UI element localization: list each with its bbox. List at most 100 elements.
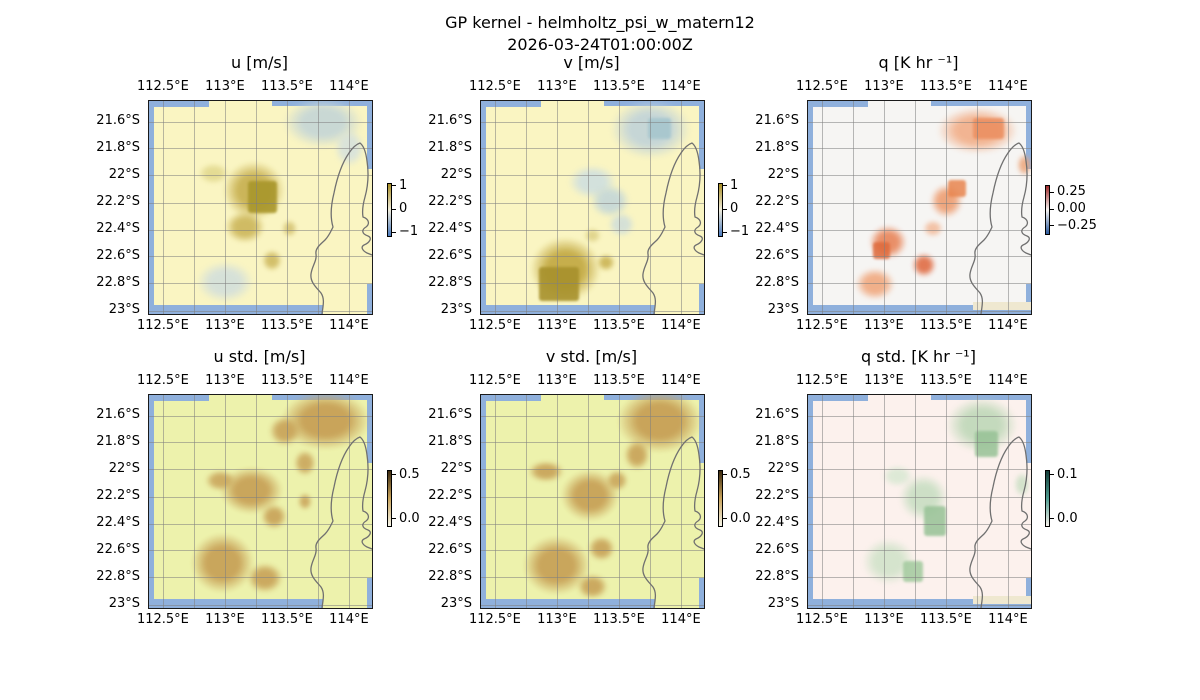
colorbar-tick (1050, 474, 1054, 476)
gridline-vertical (557, 101, 559, 314)
heatmap-patch (973, 118, 1005, 140)
gridline-vertical (349, 395, 351, 608)
x-tick-label: 112.5°E (468, 373, 521, 388)
y-tick-label: 22.6°S (96, 541, 140, 557)
land-strip (973, 302, 1031, 310)
x-tick-label: 114°E (329, 318, 369, 333)
gridline-vertical (977, 395, 979, 608)
y-tick-label: 22.4°S (96, 515, 140, 531)
x-tick-label: 113.5°E (260, 612, 313, 627)
colorbar-v: 1 0 −1 (718, 178, 778, 239)
x-tick-label: 112.5°E (136, 612, 189, 627)
y-tick-label: 22.8°S (428, 274, 472, 290)
colorbar-tick-label: 0.0 (730, 510, 751, 526)
x-tick-label: 113°E (537, 79, 577, 94)
gridline-horizontal (808, 604, 1031, 606)
x-tick-label: 113.5°E (919, 612, 972, 627)
y-tick-label: 21.8°S (428, 139, 472, 155)
y-tick-label: 21.6°S (755, 407, 799, 423)
heatmap-patch (191, 533, 254, 594)
colorbar-q_std: 0.1 0.0 (1045, 467, 1105, 527)
colorbar-q: 0.25 0.00 −0.25 (1045, 184, 1105, 235)
x-tick-label: 114°E (661, 373, 701, 388)
ocean-strip (1026, 284, 1031, 314)
gridline-vertical (1008, 395, 1010, 608)
gridline-vertical (194, 395, 196, 608)
ocean-strip (481, 305, 655, 314)
coastline (642, 436, 704, 608)
gridline-vertical (1008, 101, 1010, 314)
gridline-horizontal (808, 256, 1031, 258)
y-tick-label: 23°S (108, 596, 140, 612)
y-tick-label: 22.2°S (96, 488, 140, 504)
gridline-vertical (650, 101, 652, 314)
x-tick-label: 114°E (988, 318, 1028, 333)
colorbar-tick (1050, 225, 1054, 227)
x-tick-label: 112.5°E (136, 373, 189, 388)
coastline (969, 436, 1031, 608)
x-tick-label: 114°E (661, 318, 701, 333)
gridline-horizontal (481, 415, 704, 417)
y-tick-label: 23°S (108, 302, 140, 318)
x-tick-label: 112.5°E (795, 612, 848, 627)
gridline-vertical (977, 101, 979, 314)
heatmap-patch (923, 505, 947, 536)
gridline-horizontal (481, 577, 704, 579)
gridline-horizontal (481, 121, 704, 123)
x-tick-label: 112.5°E (795, 318, 848, 333)
heatmap-patch (902, 561, 923, 583)
x-tick-label: 113°E (205, 318, 245, 333)
heatmap-patch (260, 503, 288, 530)
gridline-vertical (915, 395, 917, 608)
x-tick-label: 114°E (329, 373, 369, 388)
heatmap-patch (224, 210, 265, 243)
ocean-strip (812, 395, 869, 401)
ocean-strip (153, 101, 210, 107)
heatmap-patch (911, 253, 937, 277)
gridline-vertical (884, 101, 886, 314)
y-tick-label: 22.4°S (755, 515, 799, 531)
x-tick-label: 113.5°E (919, 79, 972, 94)
ocean-strip (699, 578, 704, 608)
colorbar-gradient (387, 470, 392, 527)
colorbar-tick (723, 208, 727, 210)
y-tick-label: 21.8°S (755, 139, 799, 155)
x-tick-label: 113.5°E (919, 318, 972, 333)
colorbar-tick-label: 1 (399, 177, 408, 193)
y-tick-label: 23°S (767, 596, 799, 612)
gridline-horizontal (481, 283, 704, 285)
gridline-vertical (681, 395, 683, 608)
gridline-horizontal (481, 469, 704, 471)
gridline-horizontal (808, 121, 1031, 123)
colorbar-u: 1 0 −1 (387, 178, 447, 239)
gridline-horizontal (481, 604, 704, 606)
gridline-vertical (526, 395, 528, 608)
colorbar-tick-label: 0.0 (399, 510, 420, 526)
x-tick-label: 114°E (329, 612, 369, 627)
colorbar-gradient (718, 470, 723, 527)
y-tick-label: 22.6°S (428, 541, 472, 557)
map-u_std (148, 394, 373, 609)
y-tick-label: 22°S (108, 460, 140, 476)
ocean-strip (1026, 395, 1031, 464)
y-tick-label: 22°S (767, 460, 799, 476)
y-tick-label: 22.8°S (755, 274, 799, 290)
heatmap-patch (975, 431, 998, 457)
panel-title-u: u [m/s] (230, 53, 289, 72)
gridline-horizontal (149, 202, 372, 204)
coastline (642, 142, 704, 314)
heatmap-patch (922, 220, 943, 238)
heatmap-patch (248, 180, 278, 213)
x-tick-label: 113°E (205, 612, 245, 627)
ocean-strip (485, 395, 542, 401)
colorbar-gradient (387, 183, 392, 237)
colorbar-tick-label: 0.0 (1057, 510, 1078, 526)
gridline-horizontal (149, 577, 372, 579)
gridline-horizontal (149, 229, 372, 231)
gridline-vertical (681, 101, 683, 314)
colorbar-tick-label: 0 (399, 201, 408, 216)
ocean-strip (699, 101, 704, 170)
gridline-vertical (225, 395, 227, 608)
gridline-vertical (619, 101, 621, 314)
